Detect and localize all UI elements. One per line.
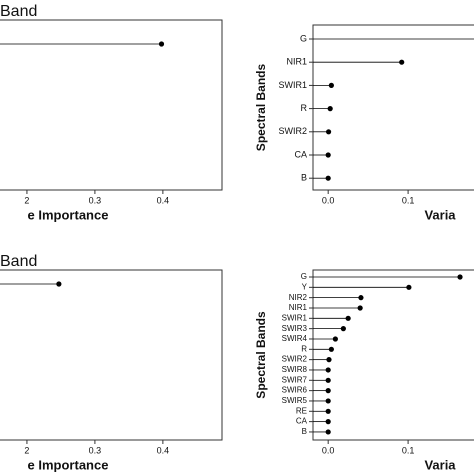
dot	[325, 377, 331, 383]
y-tick-label: R	[301, 344, 307, 353]
y-tick-label: B	[301, 173, 307, 183]
y-tick-label: G	[300, 33, 307, 43]
y-tick-label: SWIR5	[282, 396, 308, 405]
y-tick-label: SWIR2	[278, 126, 307, 136]
x-axis-label: e Importance	[28, 207, 109, 222]
x-tick-label: 0.4	[157, 195, 170, 205]
y-tick-label: R	[301, 103, 308, 113]
y-tick-label: G	[301, 272, 307, 281]
dot	[328, 346, 334, 352]
y-tick-label: RE	[296, 406, 307, 415]
dot	[406, 284, 412, 290]
y-axis-label: Spectral Bands	[254, 311, 268, 399]
x-axis-label: Varia	[424, 457, 456, 472]
dot	[325, 429, 331, 435]
y-tick-label: NIR1	[289, 303, 308, 312]
plot-frame	[312, 24, 474, 191]
dot	[325, 398, 331, 404]
dot	[56, 281, 62, 287]
y-tick-label: SWIR2	[282, 355, 308, 364]
dot	[325, 129, 332, 135]
x-tick-label: 0.1	[402, 445, 415, 455]
dot	[457, 274, 463, 280]
y-tick-label: NIR1	[286, 57, 307, 67]
x-tick-label: 0.3	[89, 445, 102, 455]
y-tick-label: B	[302, 427, 307, 436]
plot-frame	[0, 269, 223, 441]
x-tick-label: 0.0	[322, 195, 335, 205]
y-tick-label: Y	[302, 282, 308, 291]
dot	[325, 388, 331, 394]
panel-title: Band	[0, 3, 37, 20]
dot	[325, 419, 331, 425]
y-tick-label: SWIR7	[282, 375, 308, 384]
y-tick-label: CA	[294, 149, 307, 159]
dot	[332, 336, 338, 342]
y-tick-label: SWIR4	[282, 334, 308, 343]
dot	[358, 295, 364, 301]
dot	[325, 175, 331, 181]
dot	[325, 152, 331, 158]
x-tick-label: 2	[24, 445, 29, 455]
x-tick-label: 0.4	[157, 445, 170, 455]
x-tick-label: 0.1	[402, 195, 415, 205]
plot-frame	[312, 269, 474, 441]
dot	[325, 408, 331, 414]
dot	[328, 82, 334, 88]
dot	[326, 357, 332, 363]
dot	[357, 305, 363, 311]
y-tick-label: SWIR6	[282, 386, 308, 395]
y-tick-label: SWIR3	[282, 324, 308, 333]
dot	[325, 367, 331, 373]
y-tick-label: SWIR8	[282, 365, 308, 374]
y-tick-label: NIR2	[289, 293, 308, 302]
panel-title: Band	[0, 253, 37, 270]
y-tick-label: SWIR1	[282, 313, 308, 322]
y-axis-label: Spectral Bands	[254, 63, 268, 151]
x-axis-label: e Importance	[28, 457, 109, 472]
dot	[345, 315, 351, 321]
dot	[158, 41, 165, 47]
x-axis-label: Varia	[424, 207, 456, 222]
dot	[399, 59, 405, 65]
plot-frame	[0, 19, 223, 191]
y-tick-label: SWIR1	[278, 80, 307, 90]
x-tick-label: 2	[24, 195, 29, 205]
x-tick-label: 0.0	[322, 445, 335, 455]
x-tick-label: 0.3	[89, 195, 102, 205]
dot	[327, 106, 333, 112]
dot	[340, 326, 346, 332]
y-tick-label: CA	[296, 417, 308, 426]
